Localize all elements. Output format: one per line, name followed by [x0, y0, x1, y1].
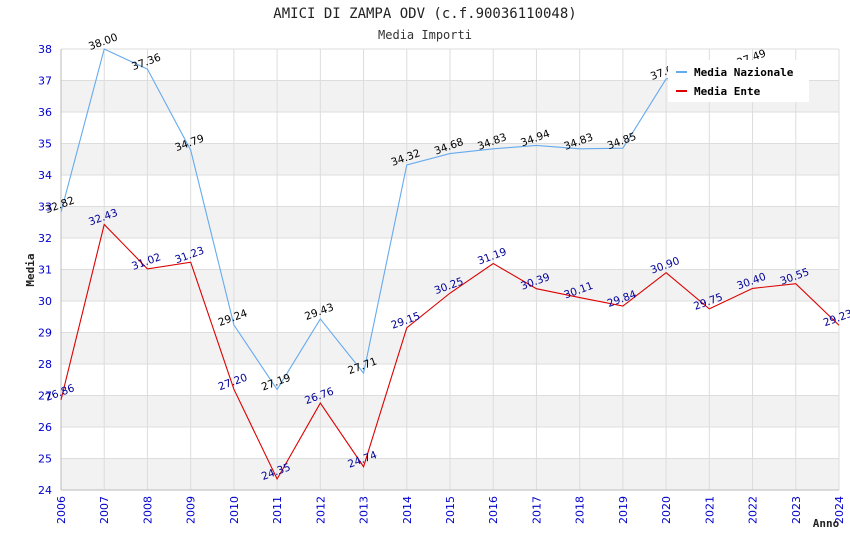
y-tick-label: 35	[38, 138, 52, 151]
grid-lines	[60, 48, 840, 491]
y-tick-label: 27	[38, 390, 52, 403]
series-line	[60, 223, 840, 481]
y-tick-label: 33	[38, 201, 52, 214]
legend-box	[668, 60, 809, 102]
series-lines	[60, 48, 840, 481]
x-axis-label: Anno	[813, 517, 840, 530]
x-tick-label: 2020	[660, 496, 673, 524]
legend-item: Media Ente	[694, 85, 761, 98]
y-tick-label: 34	[38, 169, 52, 182]
y-tick-label: 38	[38, 43, 52, 56]
x-tick-label: 2013	[358, 496, 371, 524]
y-axis-ticks: 24 25 26 27 28 29 30 31 32 33 34 35 36 37 38	[38, 43, 52, 497]
x-tick-label: 2019	[617, 496, 630, 524]
x-tick-label: 2021	[703, 496, 716, 524]
y-tick-label: 36	[38, 106, 52, 119]
x-tick-label: 2017	[530, 496, 543, 524]
x-tick-label: 2015	[444, 496, 457, 524]
x-tick-label: 2014	[401, 496, 414, 524]
x-tick-label: 2012	[314, 496, 327, 524]
chart-title: AMICI DI ZAMPA ODV (c.f.90036110048)	[273, 6, 576, 22]
y-tick-label: 29	[38, 327, 52, 340]
x-tick-label: 2008	[141, 496, 154, 524]
y-tick-label: 31	[38, 264, 52, 277]
legend: Media Nazionale Media Ente	[668, 60, 809, 102]
y-tick-label: 30	[38, 295, 52, 308]
x-tick-label: 2011	[271, 496, 284, 524]
x-axis-ticks: 2006 2007 2008 2009 2010 2011 2012 2013 2014 2015…	[55, 496, 846, 524]
x-tick-label: 2007	[98, 496, 111, 524]
y-tick-label: 26	[38, 421, 52, 434]
x-tick-label: 2023	[790, 496, 803, 524]
chart-subtitle: Media Importi	[378, 28, 472, 42]
x-tick-label: 2024	[833, 496, 846, 524]
y-tick-label: 24	[38, 484, 52, 497]
legend-item: Media Nazionale	[694, 66, 794, 79]
series-line	[60, 48, 753, 391]
y-tick-label: 32	[38, 232, 52, 245]
y-tick-label: 37	[38, 75, 52, 88]
x-tick-label: 2010	[228, 496, 241, 524]
x-tick-label: 2006	[55, 496, 68, 524]
x-tick-label: 2022	[747, 496, 760, 524]
x-tick-label: 2016	[487, 496, 500, 524]
x-tick-label: 2009	[185, 496, 198, 524]
x-tick-label: 2018	[574, 496, 587, 524]
y-axis-label: Media	[24, 253, 37, 286]
y-tick-label: 28	[38, 358, 52, 371]
y-tick-label: 25	[38, 453, 52, 466]
